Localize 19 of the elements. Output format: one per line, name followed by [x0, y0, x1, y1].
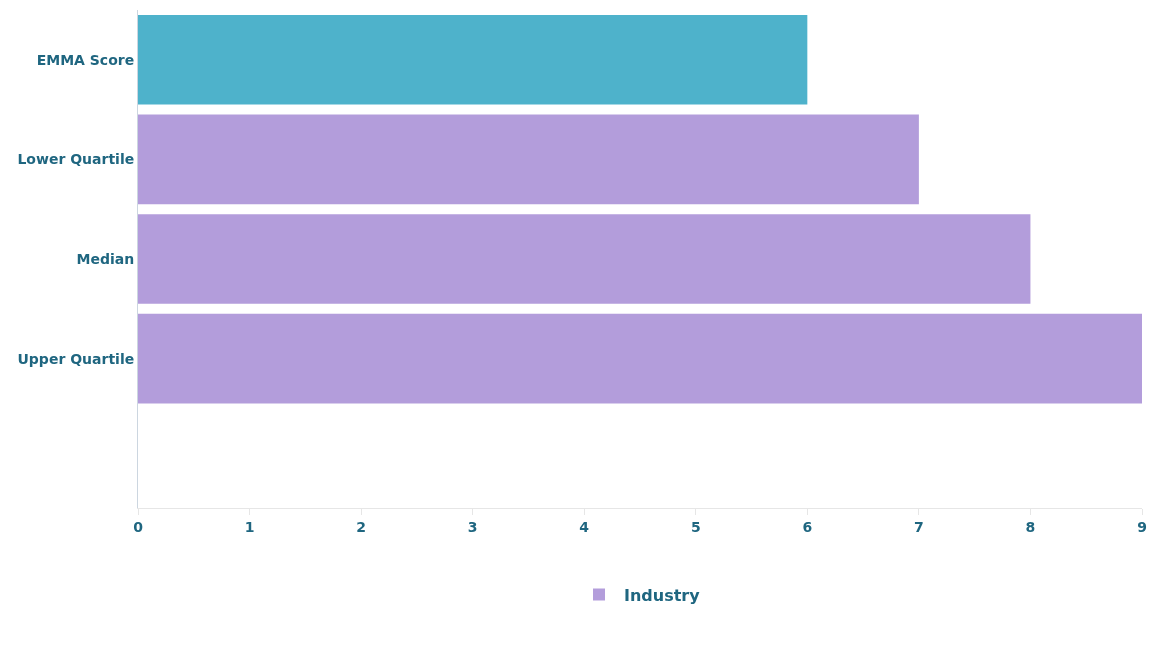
y-tick-label: Lower Quartile [17, 151, 135, 168]
x-tick-label: 5 [690, 518, 701, 535]
x-tick-label: 9 [1137, 518, 1147, 535]
bar [138, 313, 1142, 404]
x-tick-label: 1 [244, 518, 255, 535]
bar [138, 114, 919, 205]
x-tick-label: 3 [467, 518, 478, 535]
x-tick-label: 6 [802, 518, 813, 535]
y-tick-label: EMMA Score [36, 51, 135, 68]
y-tick-label: Median [76, 250, 135, 267]
x-tick-label: 0 [133, 518, 144, 535]
x-tick-label: 8 [1025, 518, 1036, 535]
bar [138, 14, 808, 105]
x-tick-label: 2 [356, 518, 366, 535]
x-tick-label: 7 [914, 518, 924, 535]
x-tick-label: 4 [579, 518, 590, 535]
legend-label: Industry [624, 585, 701, 605]
bar [138, 214, 1031, 304]
y-tick-label: Upper Quartile [17, 350, 135, 367]
